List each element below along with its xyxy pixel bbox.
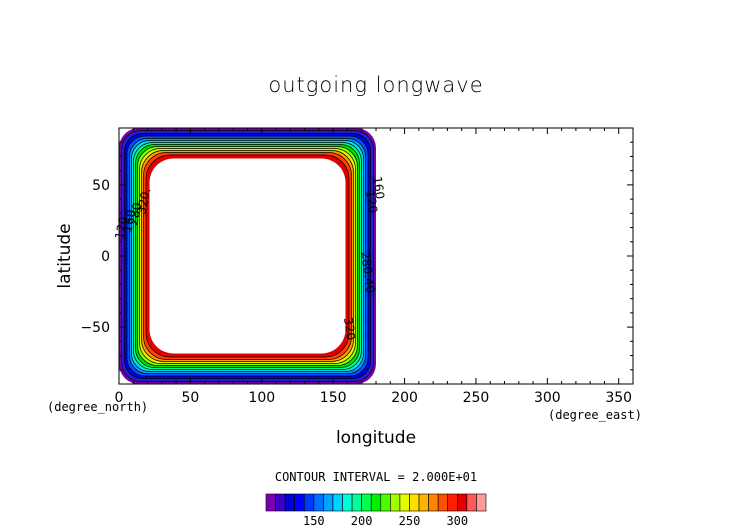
- y-tick-label: 50: [92, 178, 110, 194]
- colorbar: 150 200 250 300: [265, 493, 487, 528]
- x-unit-label: (degree_east): [548, 408, 642, 422]
- contour-label: 160: [370, 175, 387, 200]
- y-axis-label: latitude: [55, 223, 75, 288]
- contour-line: [145, 154, 350, 358]
- colorbar-tick-label: 200: [351, 514, 373, 528]
- x-axis-ticks: 0 50 100 150 200 250 300 350: [115, 128, 634, 406]
- contour-band: [149, 158, 346, 354]
- x-tick-label: 300: [534, 390, 561, 406]
- contour-line: [135, 144, 360, 368]
- colorbar-swatch: [303, 493, 315, 512]
- contour-line: [141, 150, 354, 362]
- colorbar-swatch: [342, 493, 353, 512]
- y-unit-label: (degree_north): [47, 400, 148, 414]
- contour-line: [129, 138, 366, 374]
- colorbar-swatch: [466, 493, 477, 512]
- colorbar-swatch: [437, 493, 449, 512]
- colorbar-swatch: [457, 493, 468, 512]
- contour-line: [126, 135, 369, 377]
- colorbar-swatch: [418, 493, 429, 512]
- contour-line: [143, 152, 352, 360]
- colorbar-swatch: [428, 493, 439, 512]
- x-tick-label: 100: [248, 390, 275, 406]
- colorbar-swatch: [447, 493, 458, 512]
- colorbar-swatch: [399, 493, 410, 512]
- colorbar-swatch: [294, 493, 305, 512]
- colorbar-swatch: [265, 493, 276, 512]
- y-axis-ticks: −50 0 50: [80, 141, 633, 371]
- colorbar-swatch: [332, 493, 343, 512]
- x-tick-label: 200: [391, 390, 418, 406]
- contour-line: [139, 148, 356, 364]
- contour-label: 320.: [134, 187, 153, 216]
- x-axis-label: longitude: [336, 428, 416, 448]
- colorbar-swatch: [380, 493, 391, 512]
- chart-title: outgoing longwave: [268, 73, 483, 97]
- contour-label: 160: [120, 208, 138, 233]
- colorbar-tick-label: 300: [446, 514, 468, 528]
- colorbar-swatch: [409, 493, 420, 512]
- x-tick-label: 0: [115, 390, 124, 406]
- colorbar-swatch: [284, 493, 295, 512]
- x-tick-label: 50: [181, 390, 199, 406]
- y-tick-label: 0: [101, 249, 110, 265]
- colorbar-swatch: [361, 493, 372, 512]
- colorbar-swatch: [351, 493, 362, 512]
- colorbar-swatch: [390, 493, 401, 512]
- contour-line: [137, 146, 358, 366]
- x-tick-label: 350: [605, 390, 632, 406]
- colorbar-swatch: [275, 493, 286, 512]
- x-tick-label: 250: [463, 390, 490, 406]
- contour-label: 280.40: [358, 250, 378, 294]
- contour-fills: [119, 128, 376, 384]
- contour-label: 280: [126, 201, 144, 226]
- y-tick-label: −50: [80, 320, 110, 336]
- contour-line: [131, 140, 364, 372]
- colorbar-swatch: [323, 493, 334, 512]
- colorbar-tick-label: 150: [303, 514, 325, 528]
- contour-interval-text: CONTOUR INTERVAL = 2.000E+01: [275, 470, 477, 484]
- contour-label: 120: [363, 189, 380, 214]
- colorbar-swatch: [370, 493, 382, 512]
- colorbar-tick-label: 250: [399, 514, 421, 528]
- colorbar-swatch: [313, 493, 324, 512]
- contour-label: 320: [341, 316, 358, 341]
- contour-line: [133, 142, 362, 370]
- x-tick-label: 150: [320, 390, 347, 406]
- colorbar-swatch: [476, 493, 487, 512]
